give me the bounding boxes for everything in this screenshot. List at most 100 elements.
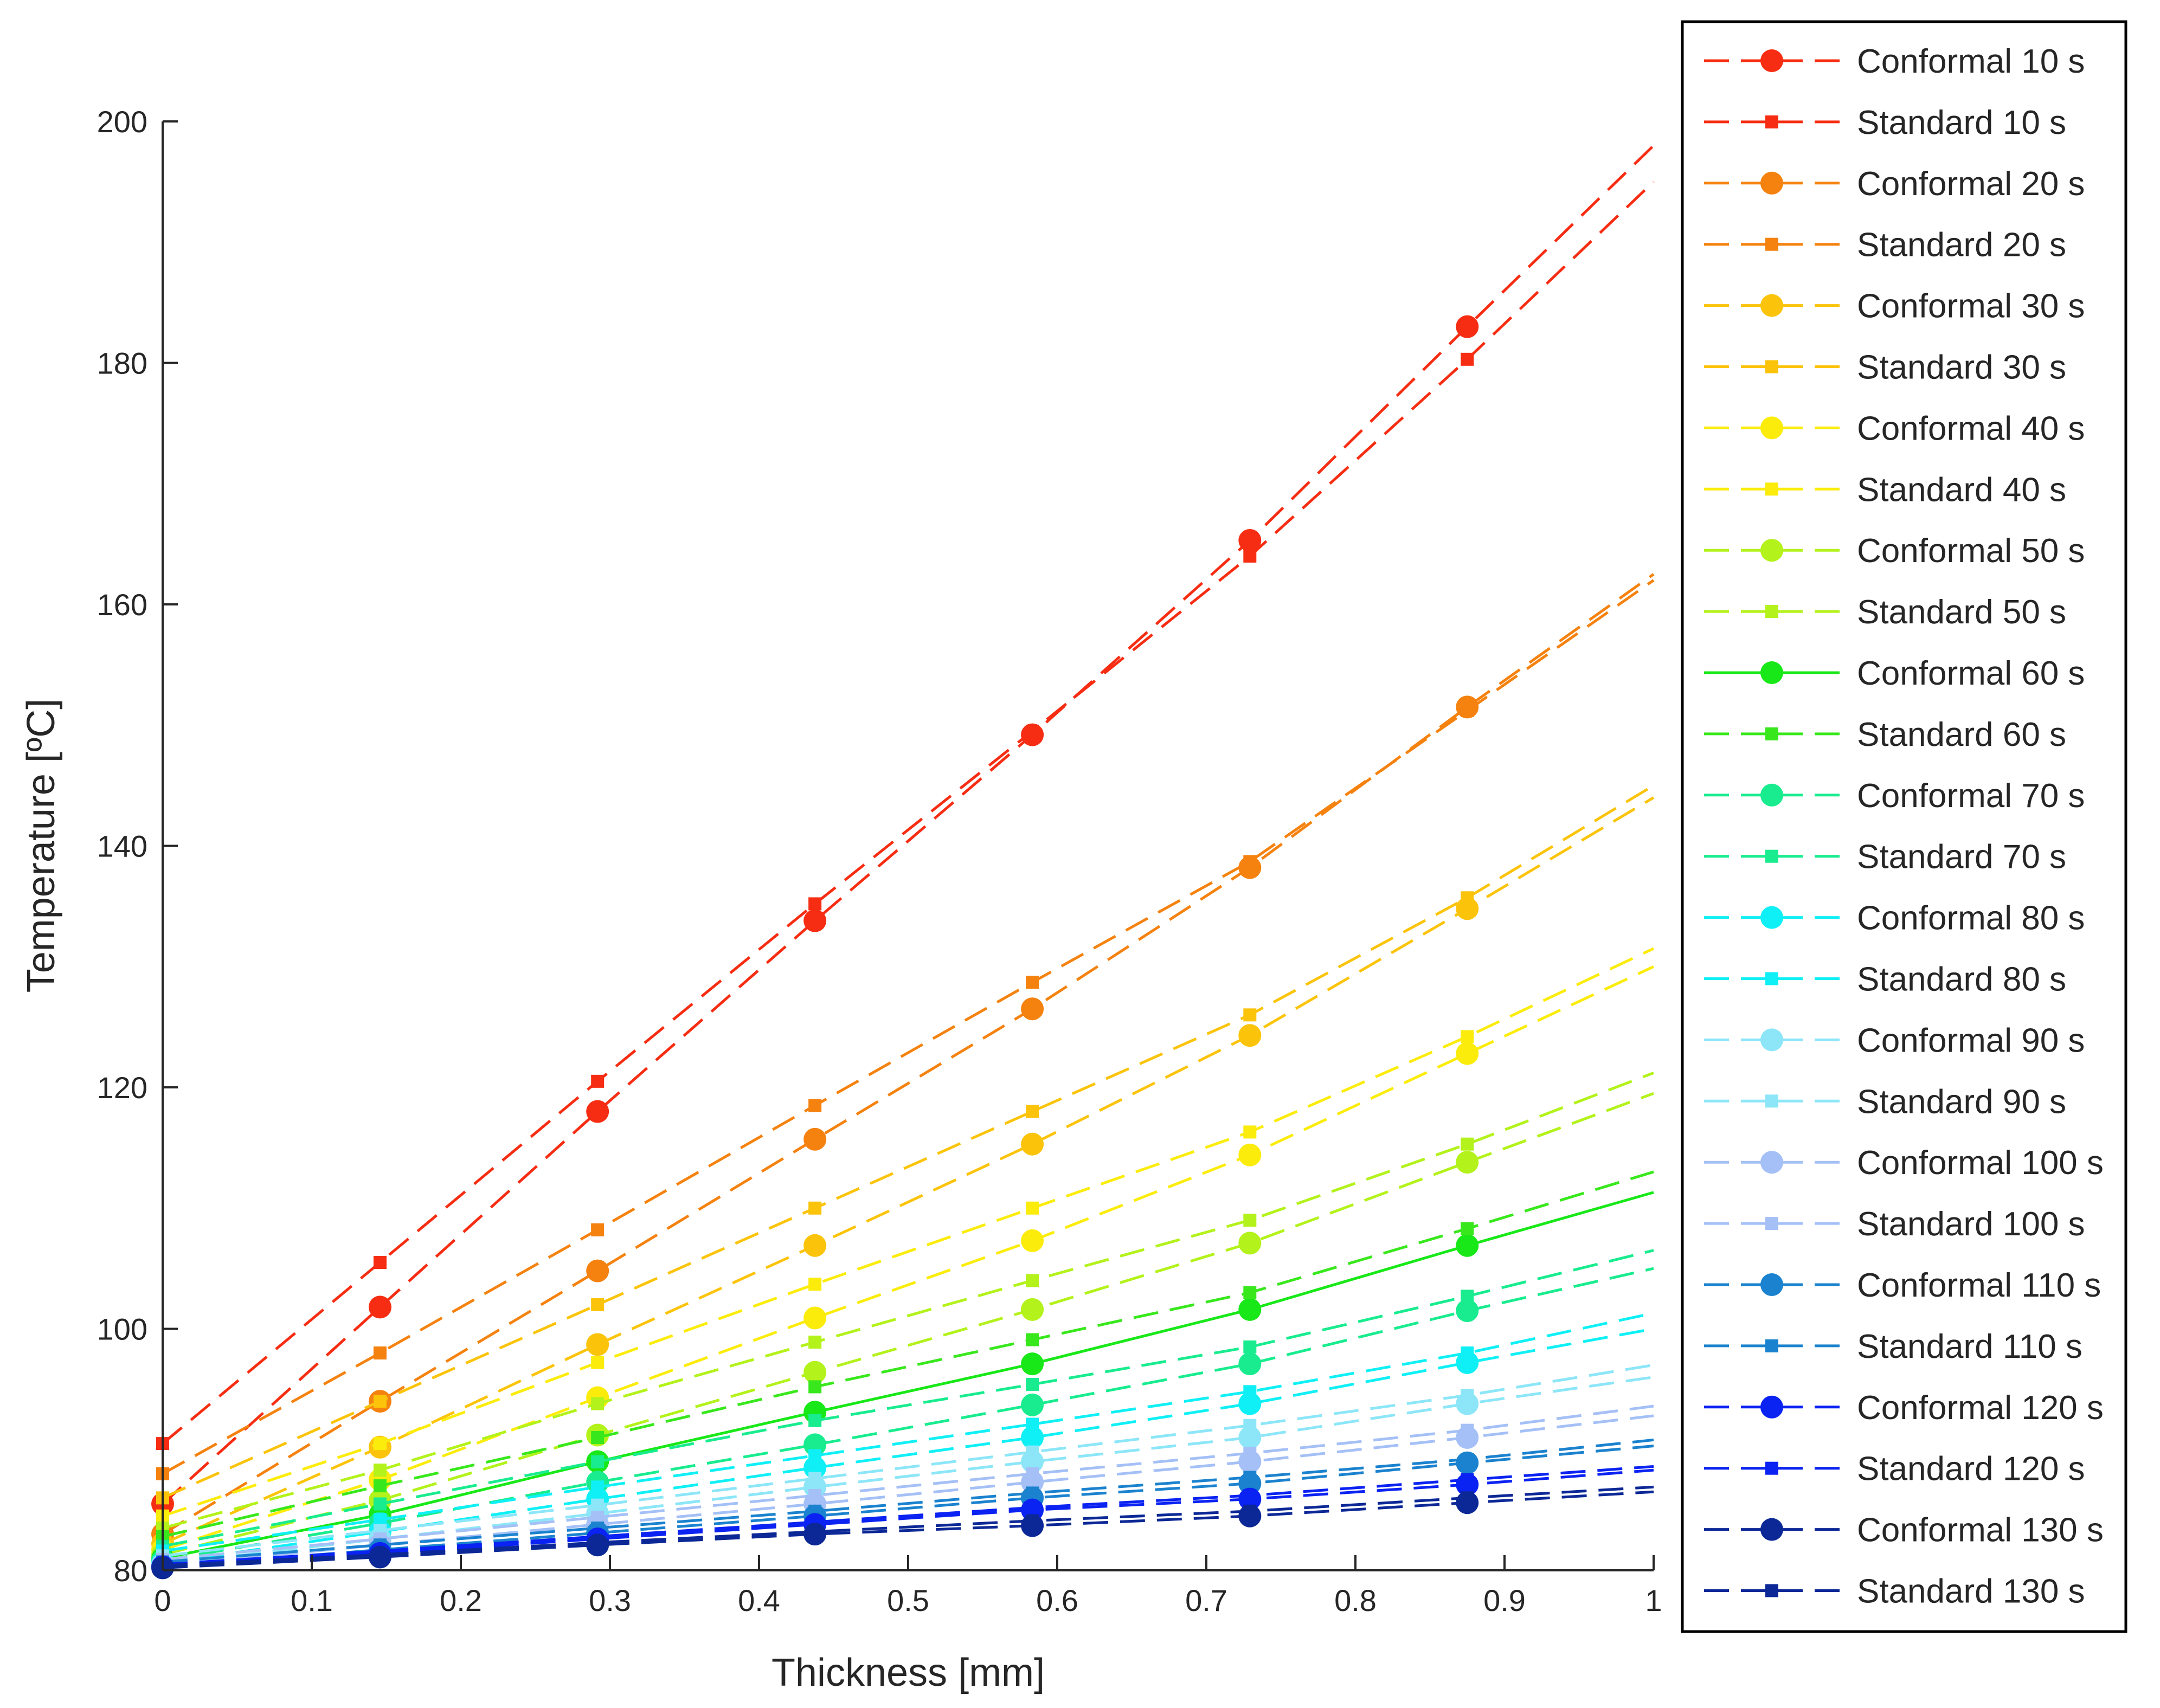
x-tick-label: 1	[1645, 1583, 1662, 1617]
data-point	[1021, 1393, 1044, 1416]
legend-item-conformal-70-s: Conformal 70 s	[1704, 777, 2085, 815]
legend-marker	[1765, 115, 1778, 128]
data-point	[1026, 1201, 1039, 1215]
series-line-conformal-50-s	[162, 1092, 1654, 1556]
legend-marker	[1760, 783, 1783, 807]
legend-label: Standard 130 s	[1857, 1573, 2085, 1610]
legend-label: Standard 20 s	[1857, 227, 2066, 264]
legend-marker	[1760, 1028, 1783, 1052]
data-point	[1026, 1377, 1039, 1391]
data-point	[1461, 1473, 1474, 1486]
legend-item-standard-130-s: Standard 130 s	[1704, 1573, 2085, 1610]
data-point	[1243, 1471, 1257, 1484]
data-point	[591, 1298, 605, 1311]
legend-label: Conformal 10 s	[1857, 43, 2085, 80]
data-point	[1461, 1453, 1474, 1466]
x-tick-label: 0.7	[1185, 1583, 1227, 1617]
legend-label: Standard 110 s	[1857, 1328, 2082, 1365]
data-point	[1243, 855, 1257, 868]
legend-label: Conformal 40 s	[1857, 410, 2085, 447]
data-point	[1026, 1501, 1039, 1514]
y-tick-label: 180	[97, 346, 147, 381]
data-point	[1026, 1467, 1039, 1480]
data-point	[1243, 1385, 1257, 1398]
data-point	[803, 909, 827, 932]
data-point	[373, 1479, 387, 1493]
data-point	[591, 1480, 605, 1494]
data-point	[1243, 1419, 1257, 1432]
series-standard-90-s	[156, 1363, 1654, 1563]
data-point	[803, 1234, 827, 1257]
series-line-conformal-90-s	[162, 1376, 1654, 1566]
legend-item-conformal-120-s: Conformal 120 s	[1704, 1389, 2104, 1427]
legend-label: Conformal 70 s	[1857, 777, 2085, 815]
legend-item-standard-90-s: Standard 90 s	[1704, 1083, 2066, 1120]
data-point	[808, 1099, 822, 1112]
legend-label: Conformal 60 s	[1857, 655, 2085, 692]
legend-marker	[1765, 1584, 1778, 1597]
data-point	[1243, 1504, 1257, 1518]
data-point	[1238, 1143, 1262, 1166]
x-tick-label: 0.8	[1334, 1583, 1377, 1617]
legend-label: Conformal 30 s	[1857, 288, 2085, 325]
series-line-standard-90-s	[162, 1363, 1654, 1557]
series-standard-130-s	[156, 1485, 1654, 1572]
series-line-standard-50-s	[162, 1071, 1654, 1530]
data-point	[1026, 976, 1039, 989]
data-point	[373, 1464, 387, 1477]
data-point	[1461, 1491, 1474, 1505]
legend-item-standard-20-s: Standard 20 s	[1704, 227, 2066, 264]
legend-marker	[1760, 294, 1783, 317]
legend-label: Conformal 20 s	[1857, 165, 2085, 203]
data-point	[591, 1498, 605, 1512]
legend-label: Conformal 80 s	[1857, 900, 2085, 937]
legend-marker	[1760, 1273, 1783, 1296]
series-line-standard-70-s	[162, 1249, 1654, 1548]
data-point	[591, 1223, 605, 1236]
legend-label: Standard 50 s	[1857, 594, 2066, 631]
legend-marker	[1760, 49, 1783, 72]
data-point	[1461, 1423, 1474, 1437]
legend-marker	[1760, 1395, 1783, 1419]
data-point	[1456, 1151, 1479, 1174]
legend-item-standard-110-s: Standard 110 s	[1704, 1328, 2082, 1365]
data-point	[586, 1333, 609, 1356]
y-tick-label: 140	[97, 829, 147, 863]
x-tick-label: 0.9	[1483, 1583, 1526, 1617]
data-point	[1238, 1298, 1262, 1321]
x-tick-label: 0.5	[887, 1583, 929, 1617]
series-line-conformal-40-s	[162, 965, 1655, 1551]
data-point	[808, 1278, 822, 1291]
legend-label: Standard 30 s	[1857, 349, 2066, 386]
data-point	[1456, 1042, 1479, 1065]
data-point	[1461, 1389, 1474, 1402]
data-point	[1026, 1514, 1039, 1527]
series-line-standard-60-s	[162, 1170, 1654, 1538]
data-point	[368, 1295, 391, 1319]
data-point	[591, 1074, 605, 1088]
data-point	[1461, 891, 1474, 905]
legend-marker	[1765, 972, 1778, 985]
data-point	[1243, 1214, 1257, 1227]
data-point	[1243, 1488, 1257, 1502]
legend-item-conformal-60-s: Conformal 60 s	[1704, 655, 2085, 692]
data-point	[803, 1361, 827, 1384]
data-point	[591, 1397, 605, 1410]
data-point	[1461, 1290, 1474, 1303]
legend-box	[1681, 20, 2127, 1633]
x-tick-label: 0.3	[589, 1583, 631, 1617]
series-line-standard-100-s	[162, 1404, 1654, 1561]
data-point	[1026, 1445, 1039, 1459]
series-line-standard-130-s	[162, 1485, 1654, 1567]
legend-item-standard-70-s: Standard 70 s	[1704, 839, 2066, 876]
data-point	[1026, 1333, 1039, 1346]
data-point	[591, 1536, 605, 1549]
legend-item-conformal-80-s: Conformal 80 s	[1704, 900, 2085, 937]
data-point	[1026, 1274, 1039, 1287]
legend-item-conformal-30-s: Conformal 30 s	[1704, 288, 2085, 325]
data-point	[1243, 549, 1257, 563]
data-point	[808, 1201, 822, 1215]
y-tick-label: 100	[97, 1312, 147, 1346]
data-point	[803, 1306, 827, 1330]
